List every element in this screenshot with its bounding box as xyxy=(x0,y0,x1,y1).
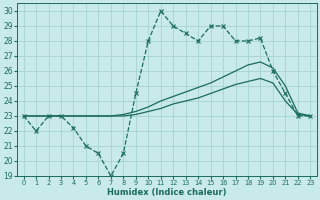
X-axis label: Humidex (Indice chaleur): Humidex (Indice chaleur) xyxy=(107,188,227,197)
